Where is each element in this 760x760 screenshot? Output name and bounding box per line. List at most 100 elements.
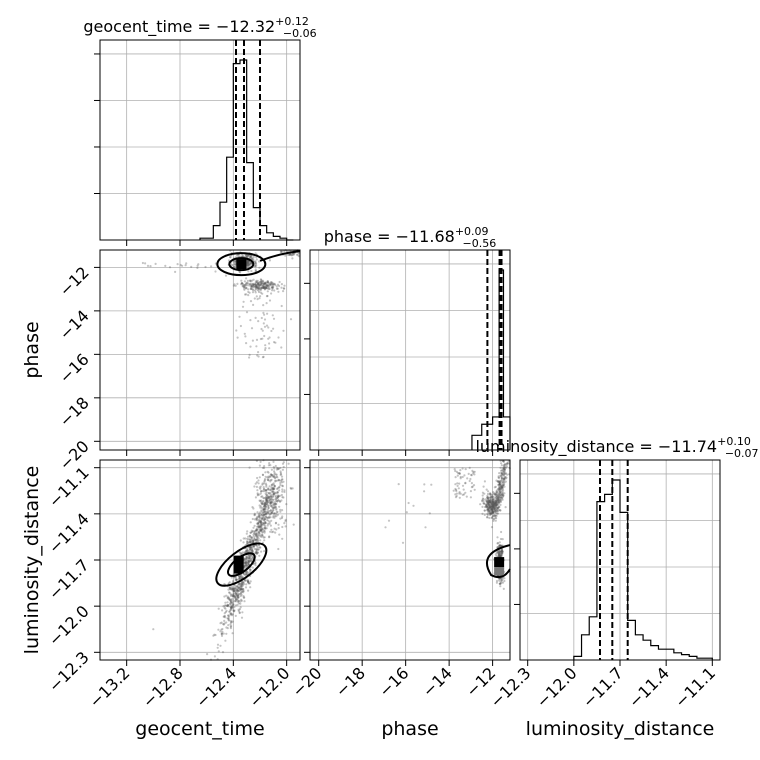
scatter-point-lumdist-geocent: [262, 508, 265, 512]
scatter-point-lumdist-geocent: [249, 570, 252, 573]
scatter-point-lumdist-geocent: [269, 501, 273, 504]
scatter-point-lumdist-geocent: [277, 467, 280, 470]
scatter-point-phase-geocent: [244, 335, 247, 338]
scatter-point-lumdist-geocent: [253, 512, 256, 515]
scatter-point-lumdist-geocent: [271, 474, 274, 477]
scatter-point-lumdist-geocent: [232, 587, 236, 590]
scatter-point-lumdist-geocent: [262, 522, 265, 525]
scatter-point-lumdist-phase: [488, 506, 491, 509]
scatter-point-lumdist-geocent: [258, 532, 261, 535]
scatter-point-phase-geocent: [268, 347, 271, 350]
scatter-point-lumdist-geocent: [262, 505, 265, 508]
scatter-point-lumdist-phase: [454, 493, 457, 496]
scatter-point-phase-geocent: [258, 284, 261, 287]
scatter-point-lumdist-phase: [485, 505, 488, 509]
scatter-point-lumdist-phase: [485, 500, 488, 503]
scatter-point-phase-geocent: [181, 264, 184, 267]
scatter-point-phase-geocent: [268, 259, 271, 262]
scatter-point-lumdist-geocent: [257, 548, 260, 551]
scatter-point-lumdist-geocent: [277, 499, 280, 502]
scatter-point-lumdist-geocent: [224, 607, 227, 610]
scatter-point-lumdist-geocent: [236, 592, 239, 595]
scatter-point-phase-geocent: [280, 251, 283, 254]
scatter-point-phase-geocent: [144, 262, 147, 265]
scatter-point-lumdist-phase: [493, 504, 496, 507]
scatter-point-lumdist-phase: [487, 499, 490, 503]
scatter-point-phase-geocent: [250, 287, 253, 290]
scatter-point-lumdist-geocent: [240, 593, 243, 596]
scatter-point-lumdist-geocent: [249, 547, 252, 550]
scatter-point-lumdist-geocent: [241, 551, 244, 554]
scatter-point-lumdist-phase: [498, 486, 501, 489]
scatter-point-lumdist-phase: [500, 479, 503, 482]
scatter-point-lumdist-geocent: [240, 552, 243, 555]
scatter-point-phase-geocent: [252, 283, 255, 286]
y-axis-label-phase: phase: [21, 321, 43, 378]
scatter-point-lumdist-phase: [499, 487, 502, 490]
scatter-point-lumdist-geocent: [263, 530, 266, 533]
scatter-point-lumdist-geocent: [223, 606, 226, 609]
scatter-point-lumdist-geocent: [266, 476, 269, 479]
scatter-point-lumdist-phase: [488, 493, 491, 496]
scatter-point-lumdist-geocent: [271, 498, 274, 501]
scatter-point-lumdist-phase: [497, 499, 500, 502]
scatter-point-lumdist-geocent: [230, 593, 233, 596]
scatter-point-lumdist-geocent: [255, 550, 258, 553]
scatter-point-lumdist-phase: [499, 500, 502, 504]
scatter-point-lumdist-phase: [496, 493, 499, 496]
scatter-point-lumdist-geocent: [249, 557, 252, 560]
scatter-point-phase-geocent: [272, 282, 276, 286]
scatter-point-lumdist-phase: [466, 477, 469, 480]
scatter-point-phase-geocent: [272, 285, 275, 288]
scatter-point-lumdist-geocent: [258, 518, 261, 521]
scatter-point-lumdist-geocent: [259, 526, 262, 529]
scatter-point-lumdist-geocent: [214, 633, 217, 637]
scatter-point-lumdist-phase: [496, 507, 500, 510]
scatter-point-lumdist-phase: [491, 507, 494, 511]
scatter-point-lumdist-geocent: [256, 515, 259, 518]
scatter-point-phase-geocent: [292, 252, 295, 255]
scatter-point-lumdist-geocent: [262, 514, 265, 517]
scatter-point-lumdist-geocent: [259, 522, 262, 525]
scatter-point-lumdist-phase: [493, 498, 496, 501]
scatter-point-phase-geocent: [146, 264, 150, 267]
scatter-point-lumdist-geocent: [269, 495, 273, 498]
scatter-point-phase-geocent: [270, 284, 273, 287]
scatter-point-lumdist-geocent: [248, 560, 251, 563]
scatter-point-lumdist-phase: [499, 485, 502, 488]
scatter-point-lumdist-geocent: [219, 622, 222, 625]
scatter-point-lumdist-phase: [487, 507, 491, 510]
scatter-point-phase-geocent: [252, 283, 255, 286]
scatter-point-lumdist-geocent: [219, 644, 222, 647]
scatter-point-lumdist-phase: [483, 502, 486, 505]
scatter-point-lumdist-geocent: [257, 479, 260, 482]
scatter-point-lumdist-geocent: [251, 549, 254, 552]
scatter-point-lumdist-geocent: [239, 575, 242, 578]
scatter-point-lumdist-geocent: [248, 545, 251, 549]
scatter-point-lumdist-phase: [494, 503, 497, 506]
scatter-point-lumdist-phase: [494, 506, 497, 509]
scatter-point-lumdist-geocent: [269, 489, 272, 492]
scatter-point-lumdist-geocent: [262, 508, 265, 511]
scatter-point-phase-geocent: [254, 260, 257, 263]
scatter-point-lumdist-geocent: [249, 548, 252, 551]
scatter-point-lumdist-geocent: [277, 523, 280, 526]
scatter-point-lumdist-phase: [495, 504, 498, 507]
scatter-point-lumdist-geocent: [275, 502, 278, 506]
scatter-point-lumdist-geocent: [230, 621, 233, 624]
scatter-point-lumdist-phase: [502, 467, 506, 470]
scatter-point-lumdist-geocent: [271, 500, 274, 503]
scatter-point-lumdist-phase: [458, 472, 461, 475]
scatter-point-lumdist-geocent: [250, 548, 254, 551]
scatter-point-lumdist-phase: [458, 472, 461, 475]
scatter-point-lumdist-phase: [501, 474, 504, 477]
scatter-point-lumdist-geocent: [279, 500, 282, 503]
scatter-point-lumdist-geocent: [262, 519, 265, 522]
scatter-point-lumdist-phase: [499, 488, 502, 491]
scatter-point-lumdist-geocent: [244, 562, 248, 565]
scatter-point-lumdist-geocent: [229, 612, 232, 615]
scatter-point-phase-geocent: [190, 265, 193, 268]
scatter-point-lumdist-geocent: [231, 587, 234, 591]
scatter-point-lumdist-phase: [495, 503, 498, 506]
scatter-point-phase-geocent: [242, 255, 245, 258]
